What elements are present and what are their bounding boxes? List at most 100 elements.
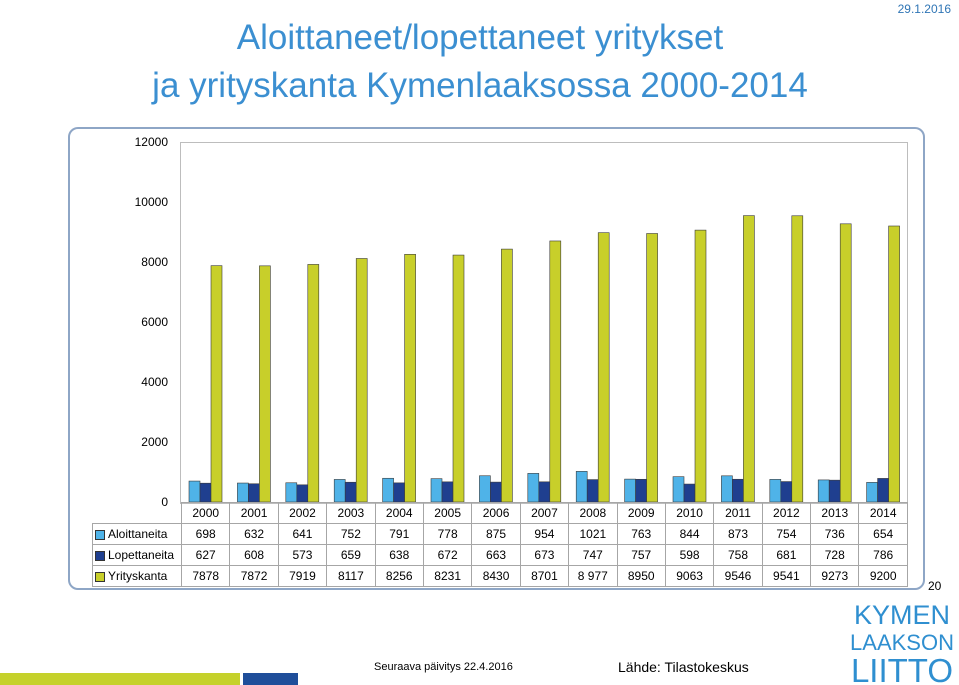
bar-aloittaneita [430, 478, 443, 503]
year-label: 2007 [519, 502, 570, 524]
table-cell: 9546 [713, 565, 763, 587]
table-cell: 9541 [761, 565, 812, 587]
year-label: 2004 [374, 502, 424, 524]
page-title: Aloittaneet/lopettaneet yritykset ja yri… [100, 14, 860, 110]
footer-stripe-blue [243, 673, 298, 685]
legend-key-lopettaneita [95, 550, 105, 561]
source-note: Lähde: Tilastokeskus [618, 659, 749, 675]
series-name: Lopettaneita [108, 548, 175, 562]
y-tick-label: 6000 [141, 315, 168, 329]
table-cell: 573 [277, 544, 328, 566]
year-label: 2000 [180, 502, 231, 524]
table-cell: 728 [810, 544, 860, 566]
bar-yrityskanta [355, 258, 368, 503]
table-cell: 673 [519, 544, 570, 566]
bar-yrityskanta [694, 229, 707, 503]
table-cell: 632 [229, 523, 279, 545]
table-cell: 9063 [664, 565, 715, 587]
bar-yrityskanta [501, 248, 513, 503]
year-label: 2001 [229, 502, 279, 524]
title-line-2: ja yrityskanta Kymenlaaksossa 2000-2014 [152, 66, 808, 105]
bar-aloittaneita [382, 477, 394, 503]
bar-aloittaneita [333, 479, 346, 503]
table-row-aloittaneita: Aloittaneita 698 632 641 752 791 778 875… [92, 523, 908, 545]
y-tick-label: 4000 [141, 375, 168, 389]
series-name: Yrityskanta [108, 569, 168, 583]
bar-yrityskanta [743, 215, 755, 503]
year-label: 2010 [664, 502, 715, 524]
table-cell: 8231 [422, 565, 473, 587]
bar-lopettaneita [393, 482, 405, 503]
next-update-note: Seuraava päivitys 22.4.2016 [374, 661, 513, 673]
table-cell: 9200 [858, 565, 908, 587]
bar-aloittaneita [624, 478, 636, 503]
bar-aloittaneita [285, 482, 298, 503]
table-cell: 681 [761, 544, 812, 566]
bar-aloittaneita [527, 473, 540, 503]
table-cell: 8701 [519, 565, 570, 587]
logo-line-3: LIITTO [851, 652, 953, 685]
table-cell: 627 [180, 544, 231, 566]
title-line-1: Aloittaneet/lopettaneet yritykset [236, 18, 724, 57]
table-cell: 8430 [471, 565, 521, 587]
bar-aloittaneita [721, 475, 733, 503]
table-cell: 752 [326, 523, 376, 545]
year-label: 2012 [761, 502, 812, 524]
table-cell: 641 [277, 523, 328, 545]
bar-lopettaneita [199, 482, 212, 503]
legend-key-aloittaneita [95, 529, 105, 540]
bar-aloittaneita [188, 480, 201, 503]
kymenlaakson-liitto-logo: KYMEN LAAKSON LIITTO [850, 600, 954, 685]
year-label: 2008 [568, 502, 618, 524]
table-cell: 747 [568, 544, 618, 566]
table-cell: 9273 [810, 565, 860, 587]
bar-lopettaneita [248, 483, 260, 503]
bar-lopettaneita [441, 481, 454, 503]
plot-area [180, 142, 908, 504]
year-label: 2005 [422, 502, 473, 524]
bar-lopettaneita [635, 478, 647, 503]
bar-yrityskanta [839, 223, 852, 503]
table-cell: 659 [326, 544, 376, 566]
bar-aloittaneita [817, 479, 830, 503]
table-corner [93, 503, 182, 524]
bar-yrityskanta [791, 215, 804, 503]
series-label: Lopettaneita [92, 544, 182, 566]
table-cell: 8950 [616, 565, 666, 587]
year-label: 2013 [810, 502, 860, 524]
bar-lopettaneita [877, 478, 889, 503]
table-cell: 758 [713, 544, 763, 566]
bar-chart [188, 215, 900, 503]
logo-line-2: LAAKSON [850, 630, 954, 655]
y-tick-label: 10000 [134, 195, 168, 209]
bar-yrityskanta [259, 265, 271, 503]
table-cell: 757 [616, 544, 666, 566]
table-cell: 7872 [229, 565, 279, 587]
table-cell: 754 [761, 523, 812, 545]
bar-aloittaneita [672, 476, 685, 503]
table-cell: 844 [664, 523, 715, 545]
legend-key-yrityskanta [95, 571, 105, 582]
footer-stripe-green [0, 673, 240, 685]
bar-lopettaneita [296, 484, 309, 503]
bar-lopettaneita [732, 478, 744, 503]
bar-lopettaneita [828, 479, 841, 503]
bar-aloittaneita [769, 479, 782, 503]
series-label: Aloittaneita [92, 523, 182, 545]
table-row-yrityskanta: Yrityskanta 7878 7872 7919 8117 8256 823… [92, 565, 908, 587]
bar-aloittaneita [866, 482, 878, 503]
bar-yrityskanta [888, 225, 900, 503]
table-row-lopettaneita: Lopettaneita 627 608 573 659 638 672 663… [92, 544, 908, 566]
data-table: 2000 2001 2002 2003 2004 2005 2006 2007 … [92, 502, 908, 587]
bar-lopettaneita [780, 481, 793, 503]
bar-lopettaneita [538, 481, 551, 503]
table-cell: 763 [616, 523, 666, 545]
y-tick-label: 0 [161, 495, 168, 509]
bar-yrityskanta [646, 233, 658, 503]
bar-yrityskanta [210, 265, 223, 503]
table-cell: 8 977 [568, 565, 618, 587]
table-cell: 638 [374, 544, 424, 566]
date-stamp: 29.1.2016 [897, 2, 951, 16]
bar-lopettaneita [490, 481, 502, 503]
logo-line-1: KYMEN [854, 600, 950, 630]
